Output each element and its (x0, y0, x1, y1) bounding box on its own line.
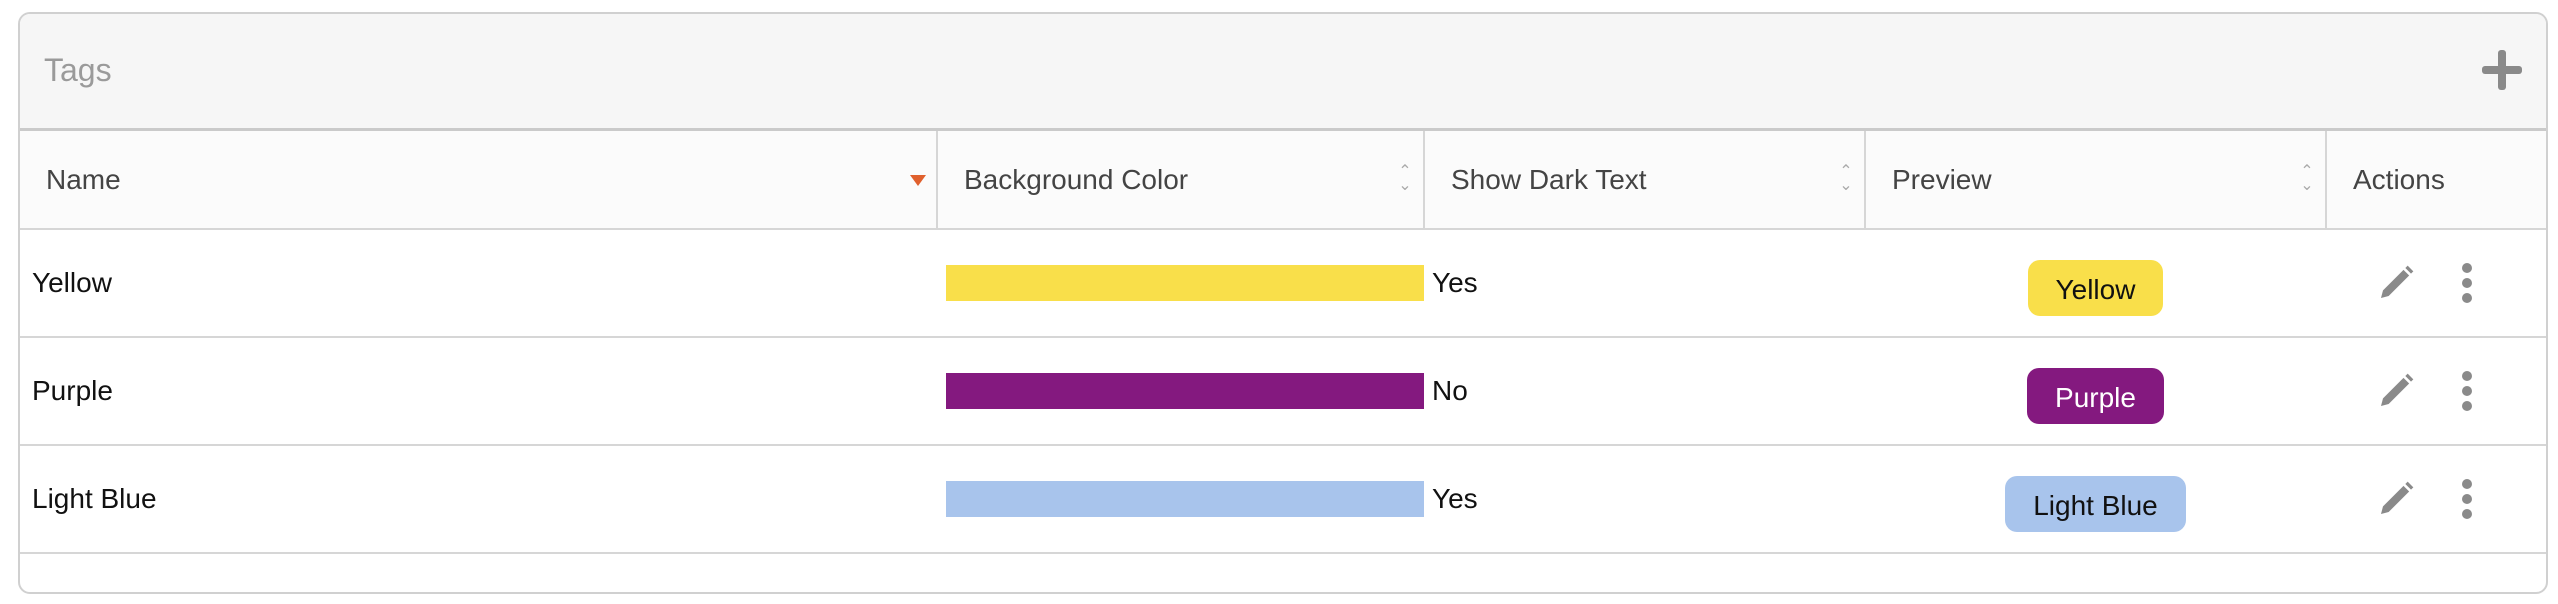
color-swatch (946, 265, 1424, 301)
panel-header: Tags (20, 14, 2546, 131)
column-header-preview[interactable]: Preview ⌃ ⌄ (1865, 131, 2327, 230)
column-label: Name (46, 163, 121, 195)
preview-cell: Purple (1865, 337, 2326, 446)
panel-title: Tags (44, 52, 112, 88)
tag-name: Yellow (20, 229, 937, 338)
tag-preview-badge: Light Blue (2005, 476, 2186, 532)
pencil-icon[interactable] (2376, 371, 2416, 411)
sort-icon: ⌃ ⌄ (2300, 163, 2314, 194)
background-color-cell (937, 229, 1424, 338)
preview-cell: Yellow (1865, 229, 2326, 338)
background-color-cell (937, 337, 1424, 446)
color-swatch (946, 373, 1424, 409)
actions-cell (2326, 337, 2546, 446)
tag-preview-badge: Yellow (2027, 260, 2164, 316)
sort-descending-icon (910, 175, 926, 186)
add-tag-button[interactable] (2480, 48, 2524, 92)
actions-cell (2326, 229, 2546, 338)
more-vertical-icon[interactable] (2460, 479, 2474, 519)
tag-preview-badge: Purple (2027, 368, 2164, 424)
column-label: Background Color (964, 163, 1189, 195)
table-header-row: Name Background Color ⌃ ⌄ Show Dark Text ⌃ ⌄… (20, 131, 2546, 230)
show-dark-text: No (1424, 337, 1865, 446)
sort-icon: ⌃ ⌄ (1398, 163, 1412, 194)
more-vertical-icon[interactable] (2460, 371, 2474, 411)
preview-cell: Light Blue (1865, 445, 2326, 554)
tags-table: Name Background Color ⌃ ⌄ Show Dark Text ⌃ ⌄… (20, 131, 2546, 554)
pencil-icon[interactable] (2376, 479, 2416, 519)
column-header-actions: Actions (2326, 131, 2546, 230)
pencil-icon[interactable] (2376, 263, 2416, 303)
more-vertical-icon[interactable] (2460, 263, 2474, 303)
actions-cell (2326, 445, 2546, 554)
sort-icon: ⌃ ⌄ (1839, 163, 1853, 194)
column-header-show-dark-text[interactable]: Show Dark Text ⌃ ⌄ (1424, 131, 1866, 230)
show-dark-text: Yes (1424, 229, 1865, 338)
tag-name: Light Blue (20, 445, 937, 554)
table-row: Light Blue Yes Light Blue (20, 445, 2546, 554)
column-header-name[interactable]: Name (20, 131, 938, 230)
background-color-cell (937, 445, 1424, 554)
column-header-background-color[interactable]: Background Color ⌃ ⌄ (937, 131, 1425, 230)
table-row: Purple No Purple (20, 337, 2546, 446)
color-swatch (946, 481, 1424, 517)
column-label: Show Dark Text (1451, 163, 1647, 195)
column-label: Actions (2353, 163, 2445, 195)
column-label: Preview (1892, 163, 1992, 195)
table-row: Yellow Yes Yellow (20, 229, 2546, 338)
tag-name: Purple (20, 337, 937, 446)
show-dark-text: Yes (1424, 445, 1865, 554)
tags-panel: Tags Name Background Color ⌃ ⌄ Show Dark T… (18, 12, 2548, 594)
